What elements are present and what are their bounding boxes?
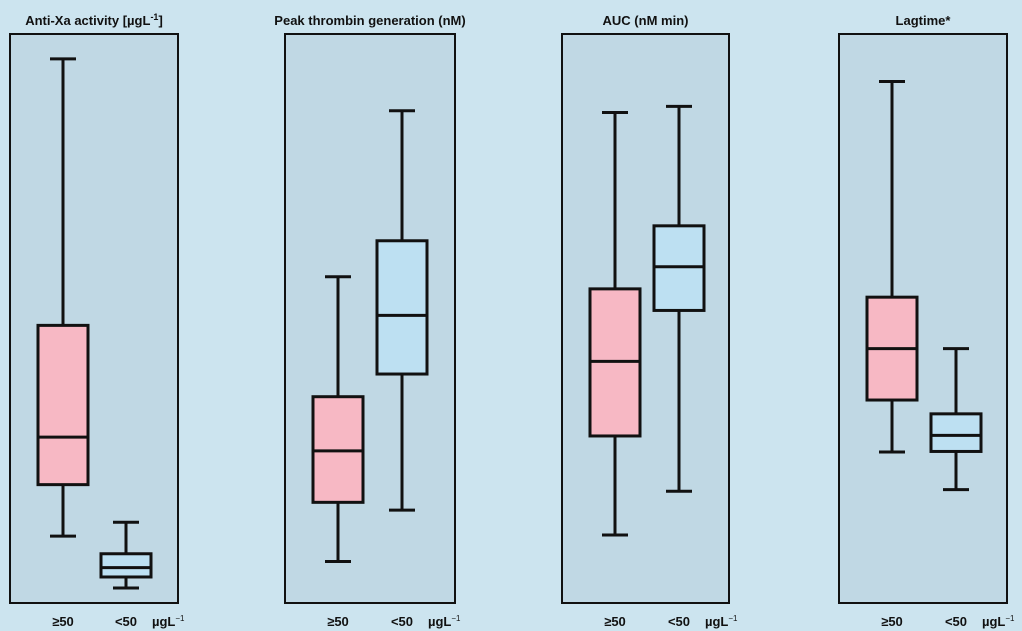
unit-text: µgL (982, 614, 1005, 629)
panel-title-superscript: -1 (150, 12, 158, 22)
panel-1: Anti-Xa activity [µgL-1] ≥50 <50 µgL−1 (9, 12, 185, 629)
unit-superscript: −1 (728, 614, 738, 623)
category-label: <50 (945, 614, 967, 629)
category-label: <50 (391, 614, 413, 629)
category-label: ≥50 (327, 614, 349, 629)
box-plot-lt50 (99, 520, 153, 590)
panel-title-text: Peak thrombin generation (nM) (274, 13, 465, 28)
panel-frame (284, 33, 456, 604)
unit-label: µgL−1 (428, 614, 461, 629)
panel-title-text: AUC (nM min) (603, 13, 689, 28)
category-label: ≥50 (881, 614, 903, 629)
panel-title: Lagtime* (896, 13, 952, 28)
panel-frame (838, 33, 1008, 604)
unit-label: µgL−1 (705, 614, 738, 629)
box-plot-lt50 (929, 347, 983, 492)
category-label: ≥50 (52, 614, 74, 629)
category-label: ≥50 (604, 614, 626, 629)
box-plot-ge50 (311, 275, 365, 564)
unit-text: µgL (428, 614, 451, 629)
panel-4: Lagtime* ≥50 <50 µgL−1 (838, 13, 1015, 629)
panel-2: Peak thrombin generation (nM) ≥50 <50 µgL−1 (274, 13, 465, 629)
panel-title-bracket: ] (158, 13, 162, 28)
panel-3: AUC (nM min) ≥50 <50 µgL−1 (561, 13, 738, 629)
unit-text: µgL (705, 614, 728, 629)
panel-frame (561, 33, 730, 604)
unit-superscript: −1 (1005, 614, 1015, 623)
box-plot-ge50 (36, 57, 90, 538)
panel-title-text: Anti-Xa activity [µgL (25, 13, 150, 28)
unit-label: µgL−1 (982, 614, 1015, 629)
category-label: <50 (115, 614, 137, 629)
iqr-box (375, 239, 429, 376)
panel-title: Peak thrombin generation (nM) (274, 13, 465, 28)
category-label: <50 (668, 614, 690, 629)
unit-text: µgL (152, 614, 175, 629)
iqr-box (36, 323, 90, 487)
unit-label: µgL−1 (152, 614, 185, 629)
box-plot-ge50 (588, 110, 642, 537)
iqr-box (929, 412, 983, 453)
panel-title: Anti-Xa activity [µgL-1] (25, 12, 163, 28)
box-plot-lt50 (375, 109, 429, 512)
box-plot-lt50 (652, 104, 706, 493)
panel-title: AUC (nM min) (603, 13, 689, 28)
iqr-box (99, 552, 153, 579)
box-plot-ge50 (865, 79, 919, 454)
unit-superscript: −1 (451, 614, 461, 623)
unit-superscript: −1 (175, 614, 185, 623)
panel-title-text: Lagtime* (896, 13, 952, 28)
panel-frame (9, 33, 179, 604)
